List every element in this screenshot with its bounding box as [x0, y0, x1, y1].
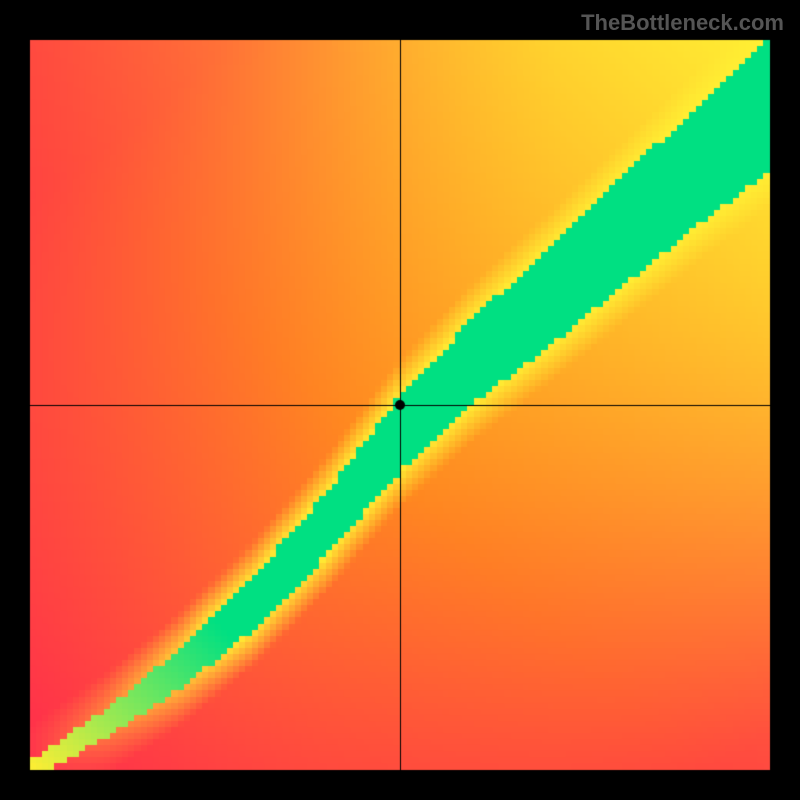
watermark-text: TheBottleneck.com — [581, 10, 784, 36]
chart-container: TheBottleneck.com — [0, 0, 800, 800]
heatmap-canvas — [0, 0, 800, 800]
